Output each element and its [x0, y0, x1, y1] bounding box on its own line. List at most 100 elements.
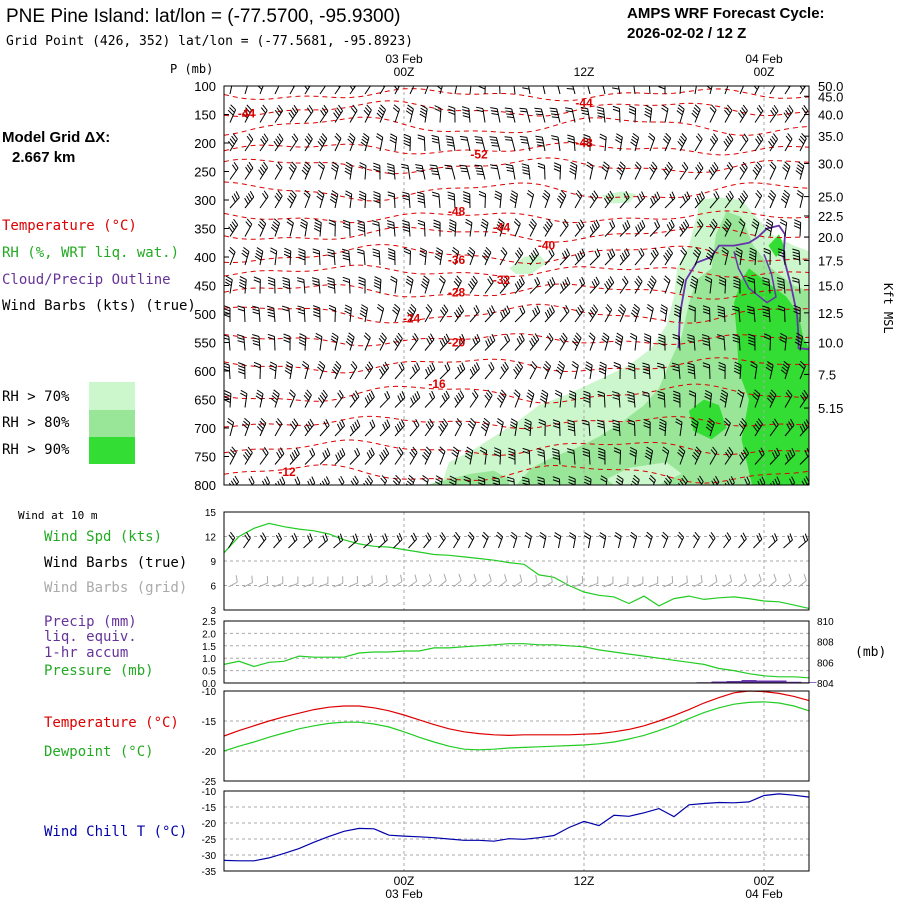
model-grid-value: 2.667 km: [12, 149, 75, 166]
rh70-area: [509, 254, 547, 275]
wind-barb: [403, 247, 411, 266]
wind-barb: [406, 303, 417, 323]
wind-barb: [344, 161, 353, 180]
wind-barb: [298, 333, 307, 351]
wind-barb: [569, 161, 578, 180]
wind-barb: [363, 332, 371, 351]
wind-barb: [508, 447, 516, 465]
surface-wind-barb-true: [243, 532, 251, 549]
pressure-tick-label: 100: [194, 79, 216, 94]
wind-barb: [402, 191, 411, 209]
wind-barb: [691, 446, 702, 465]
wind-barb: [763, 333, 772, 351]
wind-barb: [688, 390, 697, 408]
temperature-contour-label: -40: [538, 239, 556, 253]
wind-barb: [733, 276, 741, 294]
wind-barb: [242, 104, 252, 123]
surface-wind-barb-grid: [438, 573, 447, 588]
wind-barb: [794, 332, 804, 351]
surface-wind-barb-grid: [228, 575, 238, 588]
wind-barb: [705, 246, 715, 266]
wind-barb: [318, 389, 328, 408]
wind-barb: [544, 277, 556, 294]
wind-barb: [514, 333, 525, 351]
surface-wind-barb-true: [539, 532, 547, 549]
panel-y-tick-label: -10: [202, 687, 217, 698]
wind-barb: [526, 189, 535, 209]
wind-barb: [267, 333, 276, 351]
wind-barb: [227, 104, 237, 123]
wind-barb: [464, 446, 474, 465]
wind-barb: [626, 391, 636, 408]
surface-wind-barb-grid: [423, 574, 432, 588]
surface-wind-barb-true: [583, 532, 592, 549]
wind-barb: [765, 361, 774, 380]
wind-barb: [718, 276, 727, 294]
pressure-tick-label: 500: [194, 307, 216, 322]
wind-barb: [373, 276, 382, 294]
wind-barb: [448, 219, 457, 237]
wind-barb: [484, 276, 494, 294]
wind-barb: [522, 447, 531, 465]
rh80-area: [516, 211, 809, 485]
wind-barb: [419, 247, 427, 266]
wind-barb: [328, 304, 336, 323]
temperature-contour-label: -16: [428, 377, 446, 391]
surface-wind-barb-grid: [573, 575, 584, 588]
wind-barb: [489, 136, 501, 152]
wind-barb: [447, 191, 456, 209]
wind-barb: [612, 419, 621, 437]
temperature-contour-label: -12: [278, 465, 296, 479]
surface-wind-barb-grid: [243, 575, 253, 588]
wind-barb: [780, 360, 790, 380]
wind-barb: [394, 419, 405, 437]
wind-barb: [629, 332, 638, 351]
pressure-tick-label: 650: [194, 393, 216, 408]
wind-barb: [386, 220, 396, 237]
surface-wind-barb-grid: [738, 574, 747, 588]
liq-equiv-label: liq. equiv.: [44, 629, 137, 645]
wind-barb: [752, 389, 761, 408]
wind-barb: [304, 86, 311, 95]
wind-barb: [259, 447, 269, 465]
surface-wind-barb-grid: [513, 574, 523, 588]
cloud-outline-line: [733, 251, 777, 304]
wind-barb: [390, 275, 398, 294]
wind-barb: [317, 360, 326, 380]
panel-y-tick-label: 1.5: [202, 642, 216, 653]
wind-barb: [258, 161, 269, 180]
wind-barb: [342, 219, 351, 237]
panel-y-tick-label: -30: [202, 851, 217, 862]
wind-barb: [552, 419, 561, 437]
chart-title: PNE Pine Island: lat/lon = (-77.5700, -9…: [6, 6, 401, 27]
wind-barb: [619, 248, 630, 266]
wind-barb: [461, 106, 471, 123]
pressure-tick-label: 450: [194, 279, 216, 294]
height-tick-label: 15.0: [818, 279, 843, 294]
wind-barb: [604, 219, 616, 237]
wind-barb: [269, 247, 278, 266]
wind-barb: [629, 446, 638, 465]
wind-barb: [259, 104, 268, 123]
wind-barb: [709, 218, 718, 237]
wind-barb: [421, 475, 429, 485]
wind-barb: [282, 276, 291, 294]
wind-barb: [359, 304, 368, 323]
wind-barb: [229, 161, 239, 180]
wind-barb: [226, 417, 235, 437]
temperature-label: Temperature (°C): [44, 715, 179, 731]
wind-barb: [648, 474, 656, 485]
wind-barb: [499, 247, 508, 266]
wind-barb: [589, 219, 600, 237]
bottom-time-label: 00Z: [754, 874, 775, 888]
wind-barb: [424, 362, 436, 380]
wind-barb: [784, 389, 793, 408]
top-date-label: 04 Feb: [745, 52, 783, 66]
wind-barb: [799, 448, 809, 465]
temperature-line: [223, 690, 810, 737]
wind-barb: [748, 247, 757, 266]
wind-barb: [572, 332, 582, 351]
wind-barb: [405, 275, 414, 294]
wind-barb: [349, 104, 358, 123]
pressure-tick-label: 700: [194, 421, 216, 436]
